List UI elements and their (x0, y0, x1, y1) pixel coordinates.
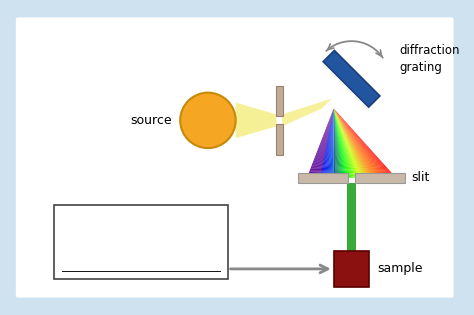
Polygon shape (334, 108, 371, 178)
Polygon shape (334, 108, 341, 178)
Polygon shape (334, 108, 358, 178)
Polygon shape (334, 108, 354, 178)
Polygon shape (318, 108, 334, 178)
Polygon shape (282, 99, 332, 126)
Text: slit: slit (411, 171, 429, 184)
Text: sample: sample (377, 262, 423, 275)
Polygon shape (333, 108, 334, 178)
Polygon shape (334, 108, 384, 178)
Polygon shape (334, 108, 340, 178)
Polygon shape (334, 108, 387, 178)
Bar (298, 173, 347, 183)
Polygon shape (334, 108, 338, 178)
Polygon shape (334, 108, 385, 178)
Polygon shape (329, 108, 334, 178)
Polygon shape (334, 108, 376, 178)
Bar (334, 251, 369, 287)
Polygon shape (314, 108, 334, 178)
Polygon shape (334, 108, 365, 178)
Circle shape (180, 93, 236, 148)
Polygon shape (310, 108, 334, 178)
Polygon shape (334, 108, 355, 178)
Polygon shape (316, 108, 334, 178)
Polygon shape (334, 108, 369, 178)
Polygon shape (334, 108, 343, 178)
Polygon shape (334, 108, 374, 178)
Polygon shape (334, 108, 347, 178)
Polygon shape (334, 108, 388, 178)
Polygon shape (307, 108, 334, 178)
FancyBboxPatch shape (16, 17, 454, 298)
Text: source: source (131, 114, 172, 127)
Polygon shape (334, 108, 339, 178)
Polygon shape (334, 108, 375, 178)
Polygon shape (312, 108, 334, 178)
Polygon shape (320, 108, 334, 178)
Polygon shape (334, 108, 353, 178)
Polygon shape (334, 108, 362, 178)
Polygon shape (334, 108, 335, 178)
Polygon shape (334, 108, 336, 178)
Polygon shape (334, 108, 394, 178)
Polygon shape (334, 108, 357, 178)
Polygon shape (334, 108, 395, 178)
Polygon shape (334, 108, 368, 178)
Polygon shape (334, 108, 367, 178)
Polygon shape (334, 108, 386, 178)
Bar (323, 50, 380, 107)
Bar (356, 173, 405, 183)
Polygon shape (334, 108, 350, 178)
Polygon shape (236, 103, 276, 138)
Polygon shape (311, 108, 334, 178)
Polygon shape (317, 108, 334, 178)
Polygon shape (308, 108, 334, 178)
Polygon shape (334, 108, 383, 178)
Polygon shape (334, 108, 363, 178)
Polygon shape (334, 108, 377, 178)
Polygon shape (334, 108, 349, 178)
Polygon shape (334, 108, 337, 178)
Polygon shape (334, 108, 381, 178)
Polygon shape (323, 108, 334, 178)
Polygon shape (325, 108, 334, 178)
Polygon shape (334, 108, 344, 178)
Polygon shape (331, 108, 334, 178)
Polygon shape (334, 108, 360, 178)
Polygon shape (334, 108, 345, 178)
Bar (276, 124, 283, 155)
Polygon shape (315, 108, 334, 178)
Polygon shape (334, 108, 372, 178)
Polygon shape (334, 108, 359, 178)
Bar (276, 86, 283, 117)
Polygon shape (328, 108, 334, 178)
Polygon shape (334, 108, 378, 178)
Bar (346, 183, 356, 254)
Polygon shape (326, 108, 334, 178)
Polygon shape (334, 108, 364, 178)
Polygon shape (334, 108, 390, 178)
Polygon shape (324, 108, 334, 178)
Polygon shape (327, 108, 334, 178)
Polygon shape (334, 108, 379, 178)
Polygon shape (330, 108, 334, 178)
Polygon shape (334, 108, 373, 178)
Text: diffraction
grating: diffraction grating (399, 44, 460, 74)
Bar (55, 204, 228, 279)
Polygon shape (334, 108, 346, 178)
Polygon shape (334, 108, 348, 178)
Polygon shape (334, 108, 382, 178)
Polygon shape (309, 108, 334, 178)
Polygon shape (334, 108, 392, 178)
Polygon shape (334, 108, 352, 178)
Polygon shape (334, 108, 366, 178)
Polygon shape (334, 108, 393, 178)
Polygon shape (334, 108, 396, 178)
Polygon shape (334, 108, 356, 178)
Polygon shape (319, 108, 334, 178)
Polygon shape (321, 108, 334, 178)
Polygon shape (334, 108, 391, 178)
